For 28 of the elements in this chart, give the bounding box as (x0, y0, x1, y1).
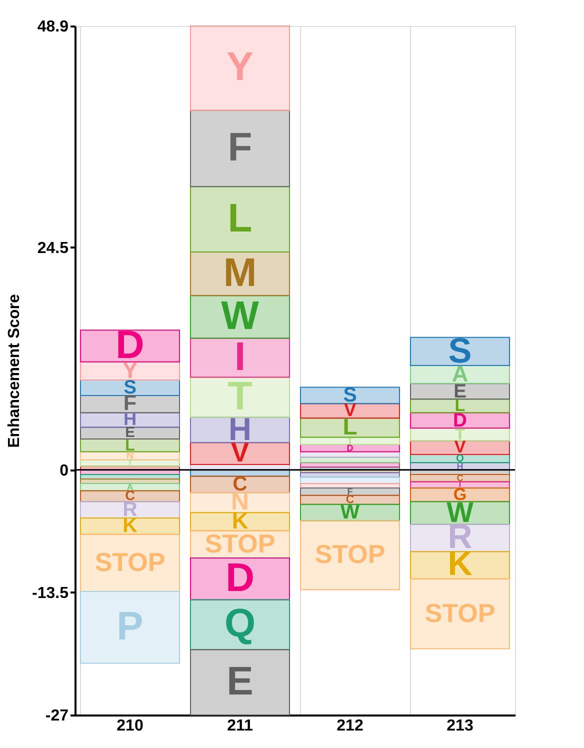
series-label: STOP (424, 598, 496, 628)
y-tick-label: -27 (45, 708, 69, 724)
series-label: M (223, 250, 257, 295)
y-tick-label: 24.5 (37, 240, 69, 257)
series-label: T (347, 436, 354, 446)
series-label: H (456, 461, 464, 472)
y-axis-title: Enhancement Score (6, 294, 24, 448)
x-tick-label: 213 (446, 718, 474, 734)
series-label: K (122, 515, 138, 538)
series-label: STOP (314, 539, 386, 570)
x-tick-label: 210 (116, 718, 144, 734)
y-tick-label: -13.5 (32, 584, 69, 602)
y-tick-label: 0 (60, 462, 69, 480)
series-label: E (226, 659, 254, 704)
series-label: A (126, 482, 134, 492)
series-label: STOP (204, 528, 276, 558)
series-label: P (116, 604, 144, 648)
series-label: STOP (94, 546, 166, 577)
series-label: Q (224, 602, 256, 646)
series-label: D (346, 443, 354, 454)
series-label: D (226, 556, 254, 600)
y-tick-label: 48.9 (37, 18, 69, 36)
series-label: C (456, 473, 464, 484)
x-tick-label: 212 (336, 718, 364, 734)
x-tick-label: 211 (227, 718, 254, 734)
series-label: F (228, 126, 252, 170)
series-label: Y (226, 45, 254, 90)
series-label: L (228, 196, 252, 240)
